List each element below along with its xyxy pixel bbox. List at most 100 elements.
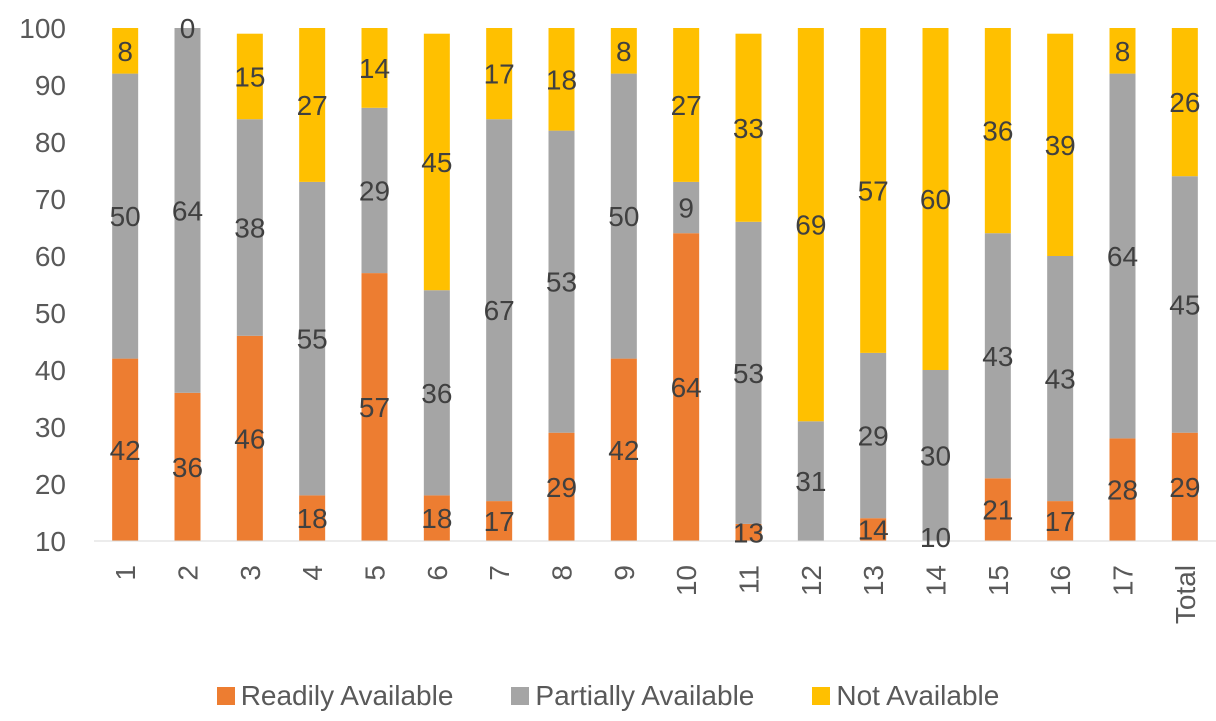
data-label-readily-available: 46 [234, 423, 265, 454]
bar-segment-readily-available [236, 335, 263, 541]
data-label-partially-available: 50 [110, 201, 141, 232]
bar-segment-readily-available [735, 523, 762, 541]
bar-segment-partially-available [984, 233, 1011, 479]
legend-item-partially-available: Partially Available [511, 680, 754, 712]
legend-swatch-not-available [812, 687, 831, 705]
data-label-readily-available: 17 [1045, 506, 1076, 537]
y-axis: 10 20 30 40 50 60 70 80 90 100 [19, 13, 66, 557]
bar-segment-readily-available [1047, 501, 1074, 541]
data-label-not-available: 14 [359, 53, 390, 84]
bar-segment-not-available [236, 33, 263, 120]
bar-segment-readily-available [486, 501, 513, 541]
data-label-not-available: 26 [1169, 87, 1200, 118]
data-label-partially-available: 9 [678, 193, 694, 224]
bar-segment-partially-available [1171, 176, 1198, 433]
bar-segment-partially-available [1109, 73, 1136, 439]
bar-segment-readily-available [112, 358, 139, 541]
data-label-not-available: 33 [733, 113, 764, 144]
x-tick-label: 12 [796, 565, 827, 596]
bar-segment-readily-available [299, 495, 326, 541]
x-tick-label: Total [1170, 565, 1201, 624]
bar-segment-readily-available [984, 478, 1011, 541]
data-label-not-available: 57 [858, 175, 889, 206]
bar-segment-not-available [610, 28, 637, 74]
x-tick-label: 1 [110, 565, 141, 581]
data-label-partially-available: 30 [920, 441, 951, 472]
data-label-readily-available: 28 [1107, 475, 1138, 506]
data-label-readily-available: 21 [982, 495, 1013, 526]
data-label-readily-available: 42 [608, 435, 639, 466]
y-tick-label: 100 [19, 13, 66, 44]
x-tick-label: 5 [360, 565, 391, 581]
data-label-partially-available: 55 [297, 324, 328, 355]
y-tick-label: 50 [35, 298, 66, 329]
y-tick-label: 30 [35, 412, 66, 443]
data-label-not-available: 39 [1045, 130, 1076, 161]
bar-segment-partially-available [922, 370, 949, 541]
bar-segment-readily-available [1109, 438, 1136, 541]
bar-segment-partially-available [174, 28, 201, 393]
y-tick-label: 20 [35, 469, 66, 500]
x-tick-label: 4 [297, 565, 328, 581]
data-label-partially-available: 43 [1045, 364, 1076, 395]
x-tick-label: 2 [173, 565, 204, 581]
x-tick-label: 6 [422, 565, 453, 581]
x-tick-label: 10 [671, 565, 702, 596]
data-label-partially-available: 31 [795, 466, 826, 497]
bar-segment-not-available [673, 28, 700, 182]
legend-item-not-available: Not Available [812, 680, 999, 712]
bar-segment-not-available [922, 28, 949, 370]
x-tick-label: 13 [858, 565, 889, 596]
x-tick-label: 7 [484, 565, 515, 581]
legend-item-readily-available: Readily Available [216, 680, 453, 712]
data-label-partially-available: 64 [1107, 241, 1138, 272]
data-label-not-available: 0 [180, 13, 196, 44]
data-label-not-available: 69 [795, 210, 826, 241]
bar-segment-partially-available [423, 290, 450, 496]
bar-segment-not-available [1109, 28, 1136, 74]
bar-segment-not-available [486, 28, 513, 120]
bar-segment-partially-available [236, 119, 263, 336]
bar-segment-not-available [1171, 28, 1198, 177]
bar-segment-partially-available [610, 73, 637, 359]
legend-label-not-available: Not Available [836, 680, 1000, 711]
bar-segment-readily-available [361, 273, 388, 541]
bar-segment-not-available [548, 28, 575, 131]
data-label-partially-available: 64 [172, 195, 203, 226]
bar-segment-partially-available [112, 73, 139, 359]
bar-segment-readily-available [548, 432, 575, 541]
data-label-partially-available: 50 [608, 201, 639, 232]
bar-segment-not-available [361, 28, 388, 108]
data-label-partially-available: 53 [733, 358, 764, 389]
data-label-partially-available: 29 [858, 421, 889, 452]
data-label-partially-available: 38 [234, 213, 265, 244]
data-label-readily-available: 42 [110, 435, 141, 466]
data-label-readily-available: 29 [546, 472, 577, 503]
data-label-not-available: 45 [421, 147, 452, 178]
bar-segment-partially-available [735, 221, 762, 524]
bar-segment-not-available [735, 33, 762, 222]
data-label-readily-available: 29 [1169, 472, 1200, 503]
legend-swatch-partially-available [511, 687, 530, 705]
x-tick-label: 3 [235, 565, 266, 581]
data-label-not-available: 18 [546, 64, 577, 95]
data-label-not-available: 60 [920, 184, 951, 215]
y-tick-label: 90 [35, 70, 66, 101]
data-label-not-available: 36 [982, 116, 1013, 147]
bar-segment-partially-available [548, 130, 575, 433]
data-label-not-available: 8 [616, 36, 632, 67]
x-tick-label: 16 [1045, 565, 1076, 596]
bar-segment-readily-available [423, 495, 450, 541]
data-label-not-available: 15 [234, 61, 265, 92]
y-tick-label: 60 [35, 241, 66, 272]
x-tick-label: 15 [983, 565, 1014, 596]
bar-segment-not-available [797, 28, 824, 422]
data-label-partially-available: 29 [359, 175, 390, 206]
data-label-not-available: 8 [1115, 36, 1131, 67]
bar-segment-partially-available [299, 181, 326, 496]
y-tick-label: 40 [35, 355, 66, 386]
data-label-readily-available: 18 [297, 503, 328, 534]
data-label-readily-available: 17 [484, 506, 515, 537]
bar-segment-partially-available [673, 181, 700, 234]
bar-segment-not-available [1047, 33, 1074, 257]
